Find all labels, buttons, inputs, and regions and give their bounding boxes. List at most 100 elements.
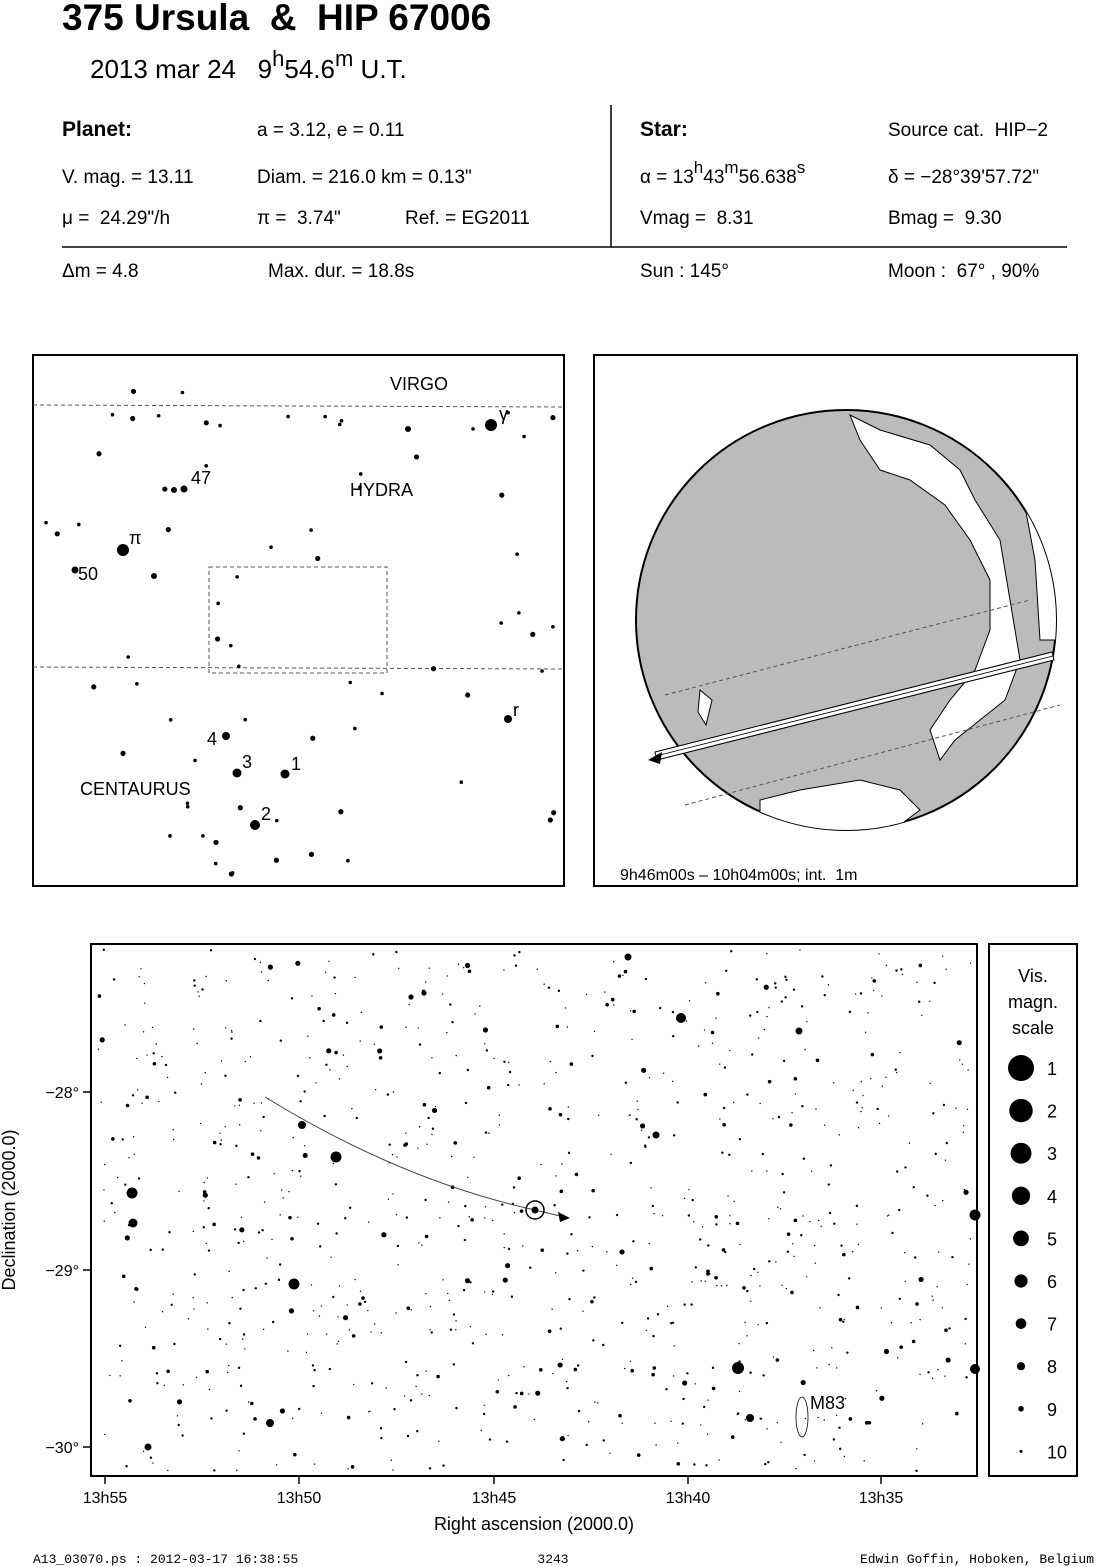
field-star: [224, 1027, 227, 1029]
finder-star: [380, 691, 384, 696]
field-star: [870, 1052, 875, 1057]
y-tick-label: −29°: [45, 1263, 79, 1280]
field-star: [207, 1206, 210, 1210]
field-star: [709, 1273, 711, 1275]
field-star: [942, 1103, 946, 1107]
field-star: [417, 1147, 419, 1149]
field-star: [484, 1206, 487, 1208]
scale-dot: [1011, 1186, 1031, 1205]
finder-star: [201, 834, 205, 838]
field-star: [350, 1465, 355, 1469]
field-star: [540, 1248, 545, 1252]
field-star: [847, 1277, 851, 1280]
field-star: [323, 1114, 326, 1118]
field-star: [886, 1215, 889, 1217]
field-star: [345, 1021, 349, 1025]
field-star: [688, 1000, 691, 1002]
field-star: [809, 1220, 811, 1223]
field-star: [513, 1405, 517, 1409]
ut: U.T.: [353, 54, 406, 84]
field-star: [597, 1402, 599, 1404]
field-star: [250, 1401, 254, 1406]
finder-star: [506, 410, 510, 415]
field-star: [242, 1432, 246, 1435]
field-star: [730, 949, 733, 953]
field-star: [795, 1467, 797, 1470]
field-star: [299, 1175, 302, 1177]
field-star: [899, 1051, 901, 1054]
alpha-prefix: α = 13: [640, 167, 694, 188]
field-star: [956, 1040, 962, 1046]
field-star: [722, 1123, 726, 1127]
scale-label: 3: [1047, 1144, 1057, 1164]
field-star: [823, 1124, 826, 1126]
field-star: [425, 1370, 427, 1372]
alpha-m: m: [724, 158, 738, 177]
field-star: [653, 1212, 655, 1215]
field-star: [613, 961, 615, 963]
field-star: [733, 1101, 735, 1104]
field-star: [235, 1183, 237, 1185]
field-star: [786, 1250, 790, 1253]
field-star: [766, 1170, 768, 1172]
field-star: [482, 1412, 486, 1416]
scale-label: 10: [1047, 1442, 1067, 1462]
field-star: [271, 1238, 273, 1241]
field-star: [701, 1226, 704, 1228]
field-star: [551, 1308, 553, 1310]
field-star: [900, 968, 903, 971]
field-star: [965, 1376, 968, 1379]
field-star: [501, 1203, 504, 1206]
field-star: [508, 1374, 510, 1377]
finder-star: [130, 415, 136, 422]
field-star: [817, 1416, 819, 1419]
field-star: [911, 1339, 916, 1344]
field-star: [303, 1090, 306, 1093]
field-star: [691, 1198, 694, 1202]
field-star: [421, 1244, 423, 1247]
field-star: [618, 1413, 622, 1418]
field-star: [648, 1242, 650, 1245]
field-star: [799, 949, 801, 951]
field-star: [328, 960, 330, 963]
field-star: [337, 1316, 339, 1318]
field-star: [367, 1221, 370, 1223]
field-star: [259, 961, 262, 964]
field-star: [470, 1217, 474, 1222]
field-star: [238, 1104, 241, 1106]
field-star: [103, 1220, 106, 1222]
field-star: [629, 1010, 632, 1012]
field-star: [711, 1366, 715, 1370]
field-star: [279, 1408, 286, 1414]
field-star: [691, 1281, 693, 1283]
field-star: [820, 1225, 822, 1228]
field-star: [491, 1290, 495, 1293]
field-star: [764, 1462, 767, 1466]
field-star: [715, 1017, 717, 1019]
field-star: [205, 975, 207, 978]
field-star: [895, 1071, 898, 1074]
field-star: [937, 1368, 939, 1371]
field-star: [231, 1296, 233, 1299]
finder-star: [540, 669, 544, 673]
field-star: [464, 1101, 468, 1105]
field-star: [885, 1076, 887, 1079]
field-star: [585, 1443, 588, 1447]
field-star: [161, 1311, 164, 1313]
delta-mag: Δm = 4.8: [62, 261, 139, 282]
finder-star: [165, 527, 171, 533]
field-star: [561, 1163, 563, 1165]
field-star: [706, 1433, 709, 1435]
reference: Ref. = EG2011: [405, 208, 530, 229]
finder-star: [110, 412, 115, 417]
field-star: [155, 1372, 159, 1375]
field-star: [772, 1356, 775, 1358]
field-star: [622, 974, 624, 976]
field-star: [553, 1204, 556, 1207]
field-star: [228, 1321, 231, 1325]
parallax: π = 3.74": [257, 208, 341, 229]
field-star: [670, 1420, 672, 1423]
field-star: [484, 1217, 486, 1219]
field-star: [671, 1080, 674, 1083]
y-tick-label: −30°: [45, 1440, 79, 1457]
